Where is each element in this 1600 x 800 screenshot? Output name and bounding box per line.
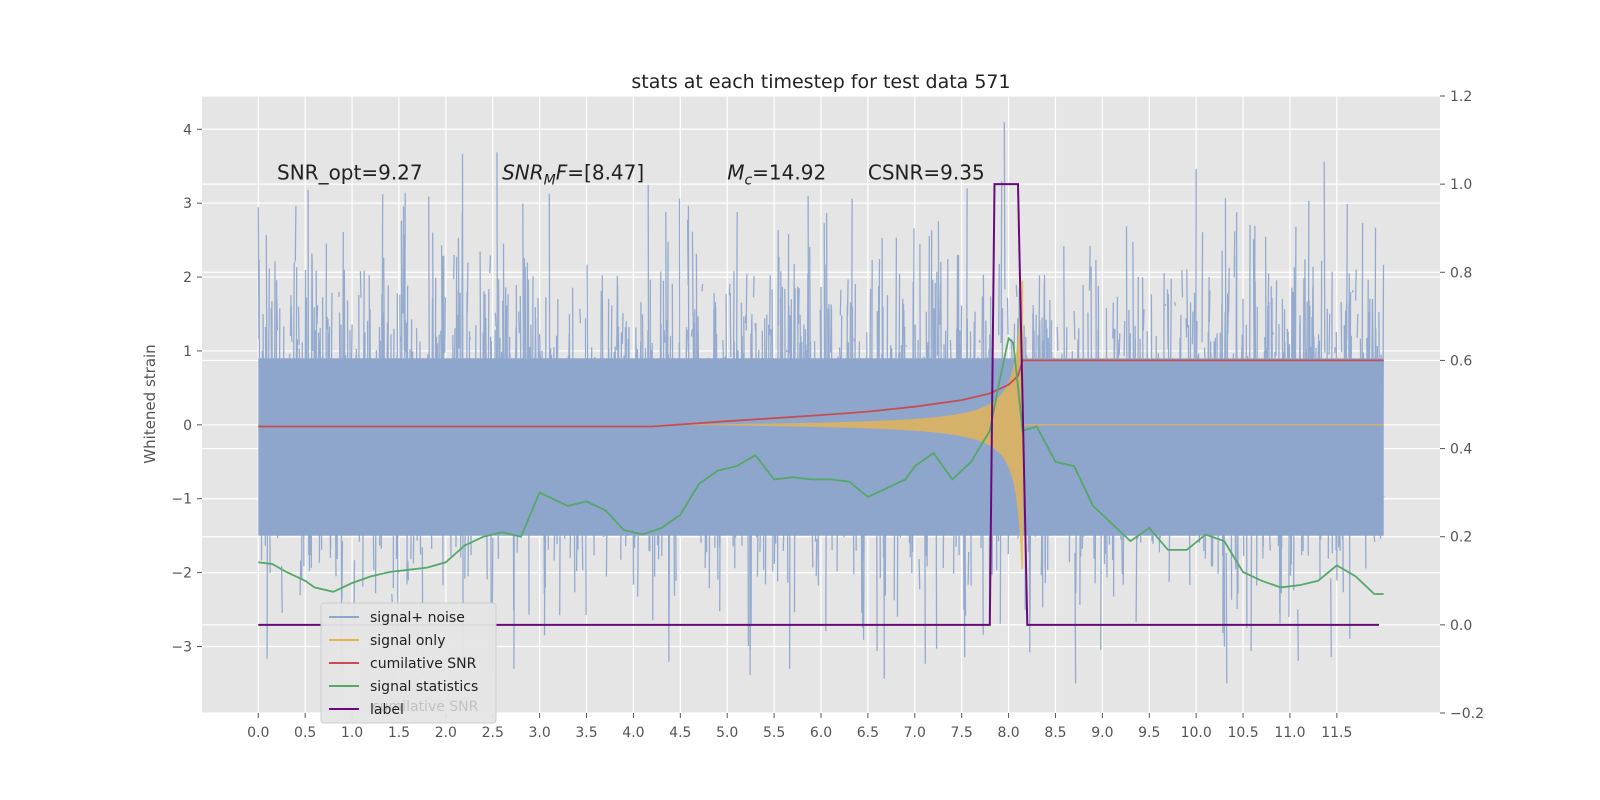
x-tick-label: 2.5: [482, 725, 504, 741]
legend-ghost-text: cumilative SNR: [372, 699, 479, 715]
y2-tick-label: 0.8: [1450, 265, 1472, 281]
y2-tick-label: 1.0: [1450, 177, 1472, 193]
x-tick-label: 6.0: [810, 725, 832, 741]
x-tick-label: 2.0: [435, 725, 457, 741]
y-tick-label: −3: [171, 639, 192, 655]
x-tick-label: 11.5: [1321, 725, 1352, 741]
x-tick-label: 7.0: [904, 725, 926, 741]
x-tick-label: 1.0: [341, 725, 363, 741]
legend-label: cumilative SNR: [370, 656, 477, 672]
y-tick-label: 1: [183, 344, 192, 360]
y-tick-label: 2: [183, 270, 192, 286]
x-tick-label: 0.0: [247, 725, 269, 741]
y-tick-label: 0: [183, 418, 192, 434]
x-tick-label: 1.5: [388, 725, 410, 741]
x-tick-label: 9.5: [1138, 725, 1160, 741]
annotation-text: Mc=14.92: [727, 160, 826, 188]
y-tick-label: −1: [171, 492, 192, 508]
x-tick-label: 9.0: [1091, 725, 1113, 741]
x-tick-label: 3.0: [529, 725, 551, 741]
y2-tick-label: 1.2: [1450, 89, 1472, 105]
legend-label: label: [370, 702, 404, 718]
x-tick-label: 3.5: [575, 725, 597, 741]
legend-label: signal statistics: [370, 679, 478, 695]
label-line: [258, 183, 1379, 626]
x-tick-label: 10.5: [1227, 725, 1258, 741]
annotation-text: SNR_opt=9.27: [277, 160, 423, 184]
y-tick-label: 3: [183, 196, 192, 212]
x-tick-label: 0.5: [294, 725, 316, 741]
x-tick-label: 8.0: [997, 725, 1019, 741]
y2-tick-label: −0.2: [1450, 706, 1484, 722]
x-tick-label: 11.0: [1274, 725, 1305, 741]
annotations: SNR_opt=9.27 SNRMF=[8.47] Mc=14.92 CSNR=9.3…: [277, 160, 985, 188]
y2-tick-label: 0.6: [1450, 353, 1472, 369]
signal-only-series: [655, 280, 1384, 569]
legend-label: signal only: [370, 633, 445, 649]
axis-ticks: 0.0 0.5 1.0 1.5 2.0 2.5 3.0 3.5 4.0 4.5 5.0 5.5 6.0 6…: [171, 89, 1484, 741]
x-tick-label: 10.0: [1181, 725, 1212, 741]
y2-tick-label: 0.0: [1450, 618, 1472, 634]
x-tick-label: 8.5: [1044, 725, 1066, 741]
x-tick-label: 4.0: [622, 725, 644, 741]
x-tick-label: 5.5: [763, 725, 785, 741]
legend: cumilative SNR signal+ noise signal only cu…: [320, 602, 497, 724]
y-axis-label: Whitened strain: [141, 344, 159, 463]
y-tick-label: −2: [171, 566, 192, 582]
legend-box: [320, 602, 497, 724]
chart-title: stats at each timestep for test data 571: [631, 71, 1010, 93]
x-tick-label: 4.5: [669, 725, 691, 741]
annotation-text: CSNR=9.35: [868, 160, 985, 184]
signal-statistics-line: [258, 336, 1384, 595]
annotation-text: SNRMF=[8.47]: [502, 160, 644, 188]
legend-label: signal+ noise: [370, 610, 465, 626]
cumulative-snr-line: [258, 359, 1384, 428]
signal-noise-core: [258, 358, 1384, 536]
signal-only-chirp: [655, 280, 1024, 569]
y-tick-label: 4: [183, 122, 192, 138]
x-tick-label: 7.5: [951, 725, 973, 741]
line-series: [258, 183, 1384, 626]
x-tick-label: 5.0: [716, 725, 738, 741]
signal-noise-series: [257, 122, 1385, 684]
y2-tick-label: 0.2: [1450, 530, 1472, 546]
y2-tick-label: 0.4: [1450, 442, 1472, 458]
x-tick-label: 6.5: [857, 725, 879, 741]
